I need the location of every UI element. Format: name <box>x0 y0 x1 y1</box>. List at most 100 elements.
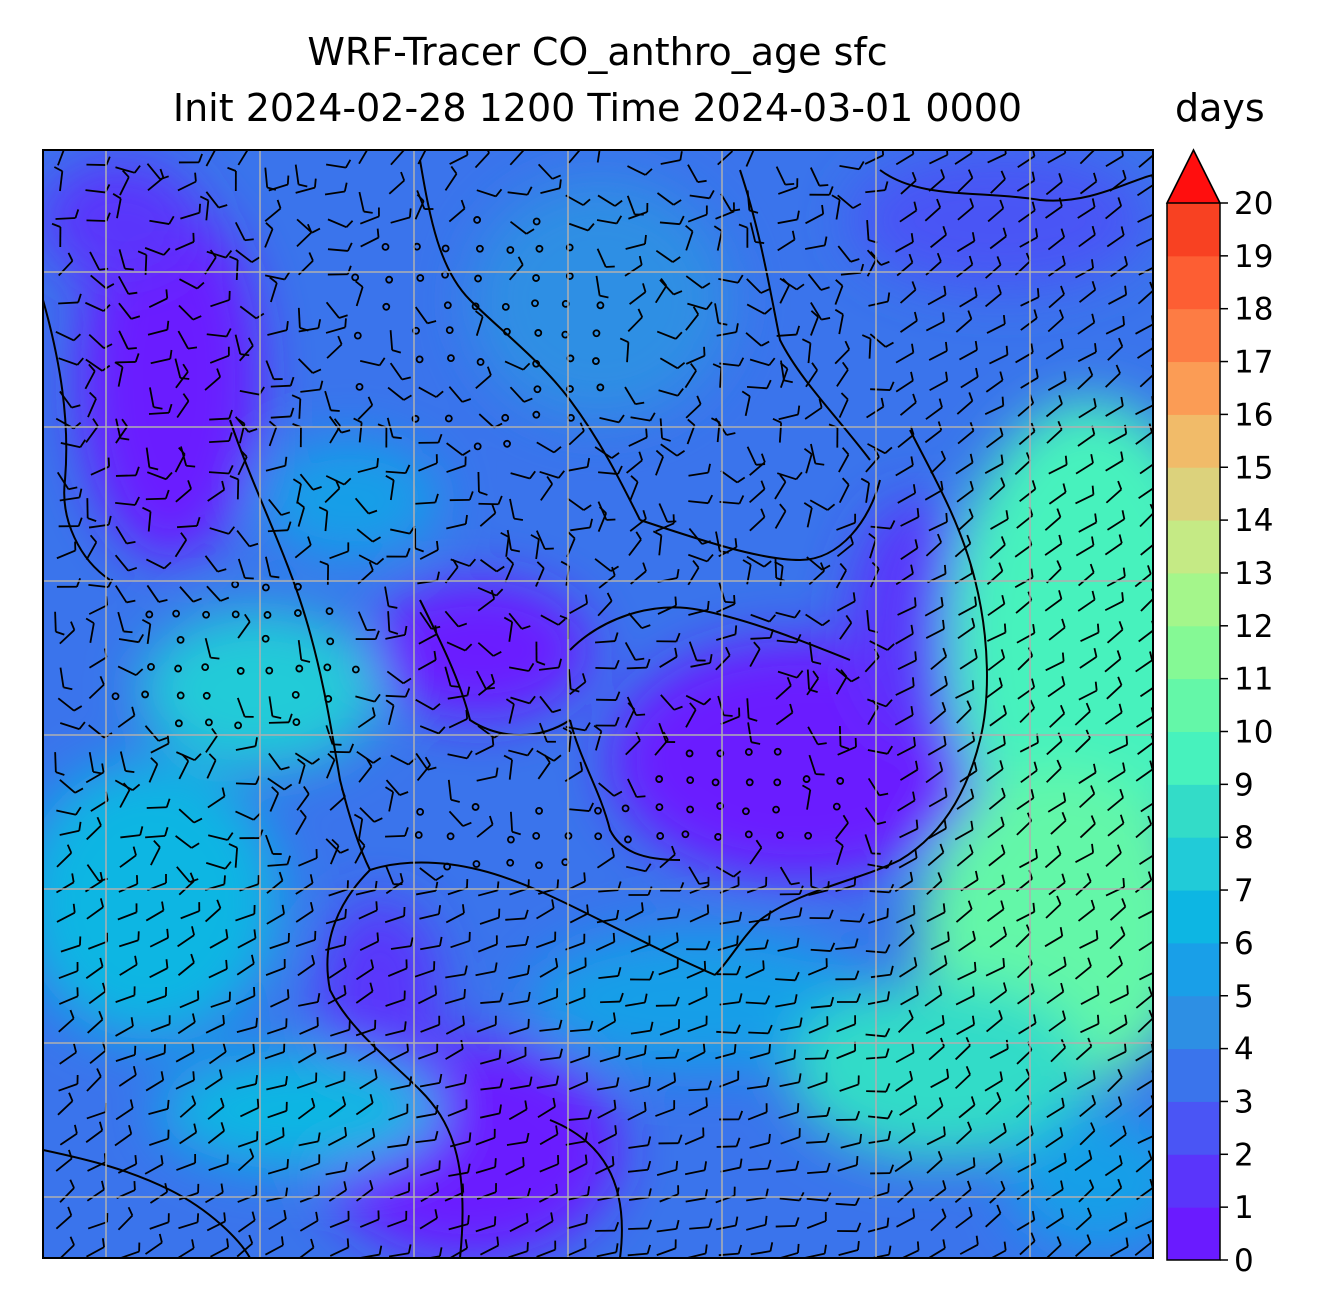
wind-barb <box>235 986 256 1005</box>
wind-barb <box>659 357 686 370</box>
wind-barb <box>864 807 887 825</box>
wind-barb <box>479 504 497 527</box>
wind-barb <box>658 503 677 523</box>
wind-barb <box>1104 650 1122 673</box>
wind-barb <box>324 390 340 412</box>
wind-barb <box>835 839 844 866</box>
wind-barb <box>835 669 848 695</box>
wind-barb <box>208 1154 229 1171</box>
calm-wind-marker <box>324 694 333 703</box>
wind-barb <box>568 1109 592 1121</box>
wind-barb <box>926 872 943 895</box>
wind-barb <box>1074 702 1091 726</box>
calm-wind-marker <box>353 331 362 340</box>
wind-barb <box>899 760 919 781</box>
wind-barb <box>237 558 254 580</box>
wind-barb <box>1136 228 1153 247</box>
wind-barb <box>1107 814 1125 837</box>
wind-barb <box>415 493 439 505</box>
calm-wind-marker <box>172 609 181 618</box>
wind-barb <box>355 630 380 641</box>
wind-barb <box>480 1078 504 1091</box>
colorbar-level <box>1167 572 1220 627</box>
wind-barb <box>386 670 412 685</box>
wind-barb <box>357 707 376 729</box>
wind-barb <box>989 536 1006 559</box>
calm-wind-marker <box>231 610 240 619</box>
wind-barb <box>537 163 562 180</box>
wind-barb <box>1078 513 1098 533</box>
wind-barb <box>57 697 83 712</box>
wind-barb <box>1135 815 1153 839</box>
wind-barb <box>810 310 819 336</box>
wind-barb <box>745 960 765 979</box>
wind-barb <box>956 392 974 415</box>
wind-barb <box>807 273 830 291</box>
wind-barb <box>179 278 205 290</box>
wind-barb <box>685 306 700 331</box>
wind-barb <box>1045 1236 1062 1258</box>
wind-barb <box>204 637 220 660</box>
wind-barb <box>88 932 108 950</box>
wind-barb <box>900 171 917 195</box>
wind-barb <box>508 1100 528 1121</box>
wind-barb <box>958 930 976 952</box>
wind-barb <box>1048 483 1067 505</box>
wind-barb <box>745 150 755 167</box>
wind-barb <box>838 1240 860 1256</box>
map-panel <box>43 150 1153 1258</box>
wind-barb <box>956 844 974 867</box>
wind-barb <box>415 1130 439 1144</box>
wind-barb <box>716 1024 741 1034</box>
wind-barb <box>295 178 317 194</box>
wind-barb <box>1047 228 1066 251</box>
wind-barb <box>535 1212 554 1233</box>
wind-barb <box>115 1017 134 1037</box>
wind-barb <box>420 936 443 951</box>
calm-wind-marker <box>716 749 725 758</box>
field-blob <box>790 980 1090 1160</box>
wind-barb <box>206 1212 227 1232</box>
wind-barb <box>177 926 195 948</box>
wind-barb <box>629 1077 651 1093</box>
wind-barb <box>237 449 248 476</box>
wind-barb <box>359 207 380 225</box>
wind-barb <box>836 361 849 387</box>
wind-barb <box>687 1015 708 1033</box>
wind-barb <box>839 1075 860 1092</box>
wind-barb <box>115 165 141 174</box>
wind-barb <box>268 420 278 447</box>
wind-barb <box>956 731 976 753</box>
wind-barb <box>776 633 802 644</box>
wind-barb <box>150 839 161 866</box>
wind-barb <box>236 1075 258 1090</box>
wind-barb <box>1139 463 1153 475</box>
wind-barb <box>837 737 857 756</box>
wind-barb <box>539 470 565 479</box>
wind-barb <box>834 279 844 305</box>
calm-wind-marker <box>624 835 632 844</box>
calm-wind-marker <box>532 274 540 282</box>
wind-barb <box>59 621 76 645</box>
wind-barb <box>955 453 974 475</box>
wind-barb <box>719 993 743 1006</box>
wind-barb <box>1048 1010 1067 1032</box>
wind-barb <box>689 189 715 200</box>
wind-barb <box>1047 309 1064 333</box>
wind-barb <box>358 758 373 783</box>
wind-barb <box>835 668 860 683</box>
wind-barb <box>206 249 233 259</box>
wind-barb <box>596 1243 619 1258</box>
wind-barb <box>1109 1237 1129 1258</box>
wind-barb <box>929 371 949 392</box>
wind-barb <box>268 752 290 771</box>
wind-barb <box>569 1046 591 1064</box>
wind-barb <box>357 396 374 420</box>
wind-barb <box>58 987 79 1005</box>
wind-barb <box>385 1021 407 1037</box>
wind-barb <box>475 310 484 336</box>
wind-barb <box>738 223 749 248</box>
wind-barb <box>507 186 533 196</box>
wind-barb <box>659 418 671 442</box>
wind-barb <box>1108 735 1129 754</box>
